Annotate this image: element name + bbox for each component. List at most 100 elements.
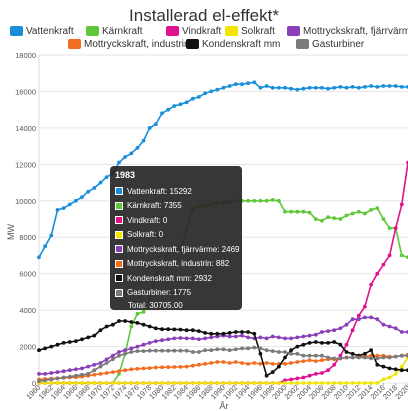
data-point[interactable] bbox=[49, 344, 54, 349]
data-point[interactable] bbox=[135, 311, 140, 316]
data-point[interactable] bbox=[283, 85, 287, 90]
data-point[interactable] bbox=[190, 328, 195, 333]
data-point[interactable] bbox=[221, 360, 226, 364]
data-point[interactable] bbox=[301, 86, 306, 91]
data-point[interactable] bbox=[258, 335, 263, 340]
data-point[interactable] bbox=[326, 368, 330, 373]
data-point[interactable] bbox=[74, 198, 78, 203]
data-point[interactable] bbox=[43, 346, 47, 351]
data-point[interactable] bbox=[123, 348, 127, 353]
data-point[interactable] bbox=[264, 84, 269, 88]
data-point[interactable] bbox=[43, 378, 47, 383]
data-point[interactable] bbox=[110, 322, 115, 327]
data-point[interactable] bbox=[178, 327, 183, 332]
data-point[interactable] bbox=[98, 361, 103, 365]
data-point[interactable] bbox=[104, 371, 109, 375]
data-point[interactable] bbox=[344, 213, 349, 218]
data-point[interactable] bbox=[344, 322, 349, 327]
data-point[interactable] bbox=[393, 372, 398, 376]
data-point[interactable] bbox=[92, 362, 97, 367]
data-point[interactable] bbox=[172, 381, 177, 385]
data-point[interactable] bbox=[387, 226, 392, 231]
data-point[interactable] bbox=[258, 85, 263, 90]
legend-item[interactable]: Vindkraft bbox=[166, 26, 222, 37]
data-point[interactable] bbox=[295, 335, 300, 340]
data-point[interactable] bbox=[190, 381, 195, 385]
data-point[interactable] bbox=[203, 331, 208, 335]
data-point[interactable] bbox=[307, 353, 312, 358]
data-point[interactable] bbox=[209, 381, 214, 385]
data-point[interactable] bbox=[289, 377, 293, 382]
data-point[interactable] bbox=[49, 233, 54, 238]
data-point[interactable] bbox=[320, 358, 324, 363]
data-point[interactable] bbox=[172, 336, 177, 341]
data-point[interactable] bbox=[98, 381, 103, 385]
data-point[interactable] bbox=[80, 195, 84, 200]
data-point[interactable] bbox=[369, 353, 373, 358]
data-point[interactable] bbox=[320, 341, 324, 345]
data-point[interactable] bbox=[363, 355, 367, 360]
data-point[interactable] bbox=[289, 348, 293, 353]
data-point[interactable] bbox=[344, 342, 349, 347]
data-point[interactable] bbox=[313, 353, 318, 358]
data-point[interactable] bbox=[147, 341, 152, 345]
data-point[interactable] bbox=[301, 209, 306, 214]
data-point[interactable] bbox=[172, 365, 177, 369]
data-point[interactable] bbox=[381, 217, 386, 221]
data-point[interactable] bbox=[184, 328, 189, 333]
data-point[interactable] bbox=[209, 331, 214, 336]
data-point[interactable] bbox=[338, 381, 343, 385]
data-point[interactable] bbox=[387, 84, 392, 88]
data-point[interactable] bbox=[141, 349, 146, 353]
data-point[interactable] bbox=[258, 381, 263, 385]
data-point[interactable] bbox=[129, 381, 134, 385]
data-point[interactable] bbox=[326, 355, 330, 360]
data-point[interactable] bbox=[129, 346, 134, 351]
data-point[interactable] bbox=[135, 349, 140, 353]
data-point[interactable] bbox=[67, 374, 72, 379]
data-point[interactable] bbox=[147, 126, 152, 130]
data-point[interactable] bbox=[135, 344, 140, 349]
data-point[interactable] bbox=[74, 381, 78, 385]
data-point[interactable] bbox=[399, 368, 404, 373]
data-point[interactable] bbox=[135, 381, 140, 385]
data-point[interactable] bbox=[43, 372, 47, 376]
data-point[interactable] bbox=[153, 365, 158, 370]
data-point[interactable] bbox=[307, 210, 312, 215]
data-point[interactable] bbox=[215, 334, 220, 339]
data-point[interactable] bbox=[289, 351, 293, 356]
data-point[interactable] bbox=[332, 381, 337, 385]
data-point[interactable] bbox=[356, 381, 361, 385]
data-point[interactable] bbox=[147, 366, 152, 370]
data-point[interactable] bbox=[393, 84, 398, 88]
data-point[interactable] bbox=[387, 375, 392, 380]
data-point[interactable] bbox=[264, 373, 269, 378]
data-point[interactable] bbox=[399, 253, 404, 258]
data-point[interactable] bbox=[264, 361, 269, 365]
data-point[interactable] bbox=[313, 359, 318, 363]
data-point[interactable] bbox=[326, 86, 330, 91]
data-point[interactable] bbox=[270, 362, 275, 366]
data-point[interactable] bbox=[67, 381, 72, 385]
data-point[interactable] bbox=[326, 215, 330, 220]
data-point[interactable] bbox=[332, 356, 337, 361]
data-point[interactable] bbox=[375, 362, 380, 367]
data-point[interactable] bbox=[190, 96, 195, 101]
data-point[interactable] bbox=[147, 324, 152, 329]
data-point[interactable] bbox=[344, 350, 349, 354]
data-point[interactable] bbox=[338, 353, 343, 358]
data-point[interactable] bbox=[227, 334, 232, 339]
data-point[interactable] bbox=[190, 336, 195, 341]
data-point[interactable] bbox=[55, 208, 60, 212]
data-point[interactable] bbox=[270, 85, 275, 90]
data-point[interactable] bbox=[277, 85, 281, 90]
data-point[interactable] bbox=[209, 89, 214, 94]
data-point[interactable] bbox=[215, 360, 220, 364]
data-point[interactable] bbox=[233, 347, 238, 352]
data-point[interactable] bbox=[153, 339, 158, 343]
data-point[interactable] bbox=[160, 338, 164, 343]
data-point[interactable] bbox=[98, 372, 103, 376]
data-point[interactable] bbox=[117, 160, 121, 165]
data-point[interactable] bbox=[393, 326, 398, 331]
data-point[interactable] bbox=[67, 340, 72, 344]
